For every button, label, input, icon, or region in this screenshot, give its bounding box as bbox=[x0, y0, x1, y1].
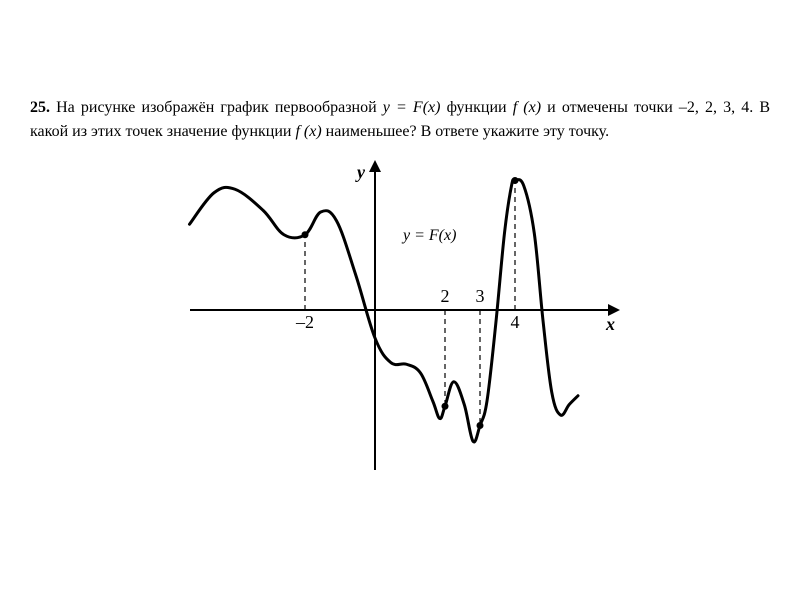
text-fragment: На рисунке изображён график первообразно… bbox=[56, 99, 383, 116]
antiderivative-chart: y x y = F(x) –2 2 3 4 bbox=[180, 160, 620, 480]
equation: y = F(x) bbox=[383, 99, 441, 116]
text-fragment: функции bbox=[447, 99, 513, 116]
svg-text:y: y bbox=[355, 162, 366, 182]
svg-text:–2: –2 bbox=[295, 312, 314, 332]
svg-text:3: 3 bbox=[476, 286, 485, 306]
equation: f (x) bbox=[513, 99, 541, 116]
chart-container: y x y = F(x) –2 2 3 4 bbox=[30, 160, 770, 485]
problem-number: 25. bbox=[30, 99, 50, 116]
equation: f (x) bbox=[295, 123, 321, 140]
svg-text:y = F(x): y = F(x) bbox=[401, 227, 456, 244]
svg-text:4: 4 bbox=[511, 312, 520, 332]
page: 25. На рисунке изображён график первообр… bbox=[0, 0, 800, 600]
problem-statement: 25. На рисунке изображён график первообр… bbox=[30, 96, 770, 144]
svg-text:x: x bbox=[605, 314, 615, 334]
svg-text:2: 2 bbox=[441, 286, 450, 306]
text-fragment: наименьшее? В ответе укажите эту точку. bbox=[326, 123, 609, 140]
